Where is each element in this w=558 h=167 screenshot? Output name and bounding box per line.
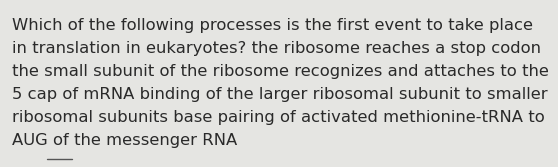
Text: ribosomal subunits base pairing of activated methionine-tRNA to: ribosomal subunits base pairing of activ… <box>12 110 545 125</box>
Text: AUG of the messenger RNA: AUG of the messenger RNA <box>12 133 237 148</box>
Text: the small subunit of the ribosome recognizes and attaches to the: the small subunit of the ribosome recogn… <box>12 64 549 79</box>
Text: in translation in eukaryotes? the ribosome reaches a stop codon: in translation in eukaryotes? the riboso… <box>12 41 541 56</box>
Text: Which of the following processes is the first event to take place: Which of the following processes is the … <box>12 18 533 33</box>
Text: 5 cap of mRNA binding of the larger ribosomal subunit to smaller: 5 cap of mRNA binding of the larger ribo… <box>12 87 547 102</box>
